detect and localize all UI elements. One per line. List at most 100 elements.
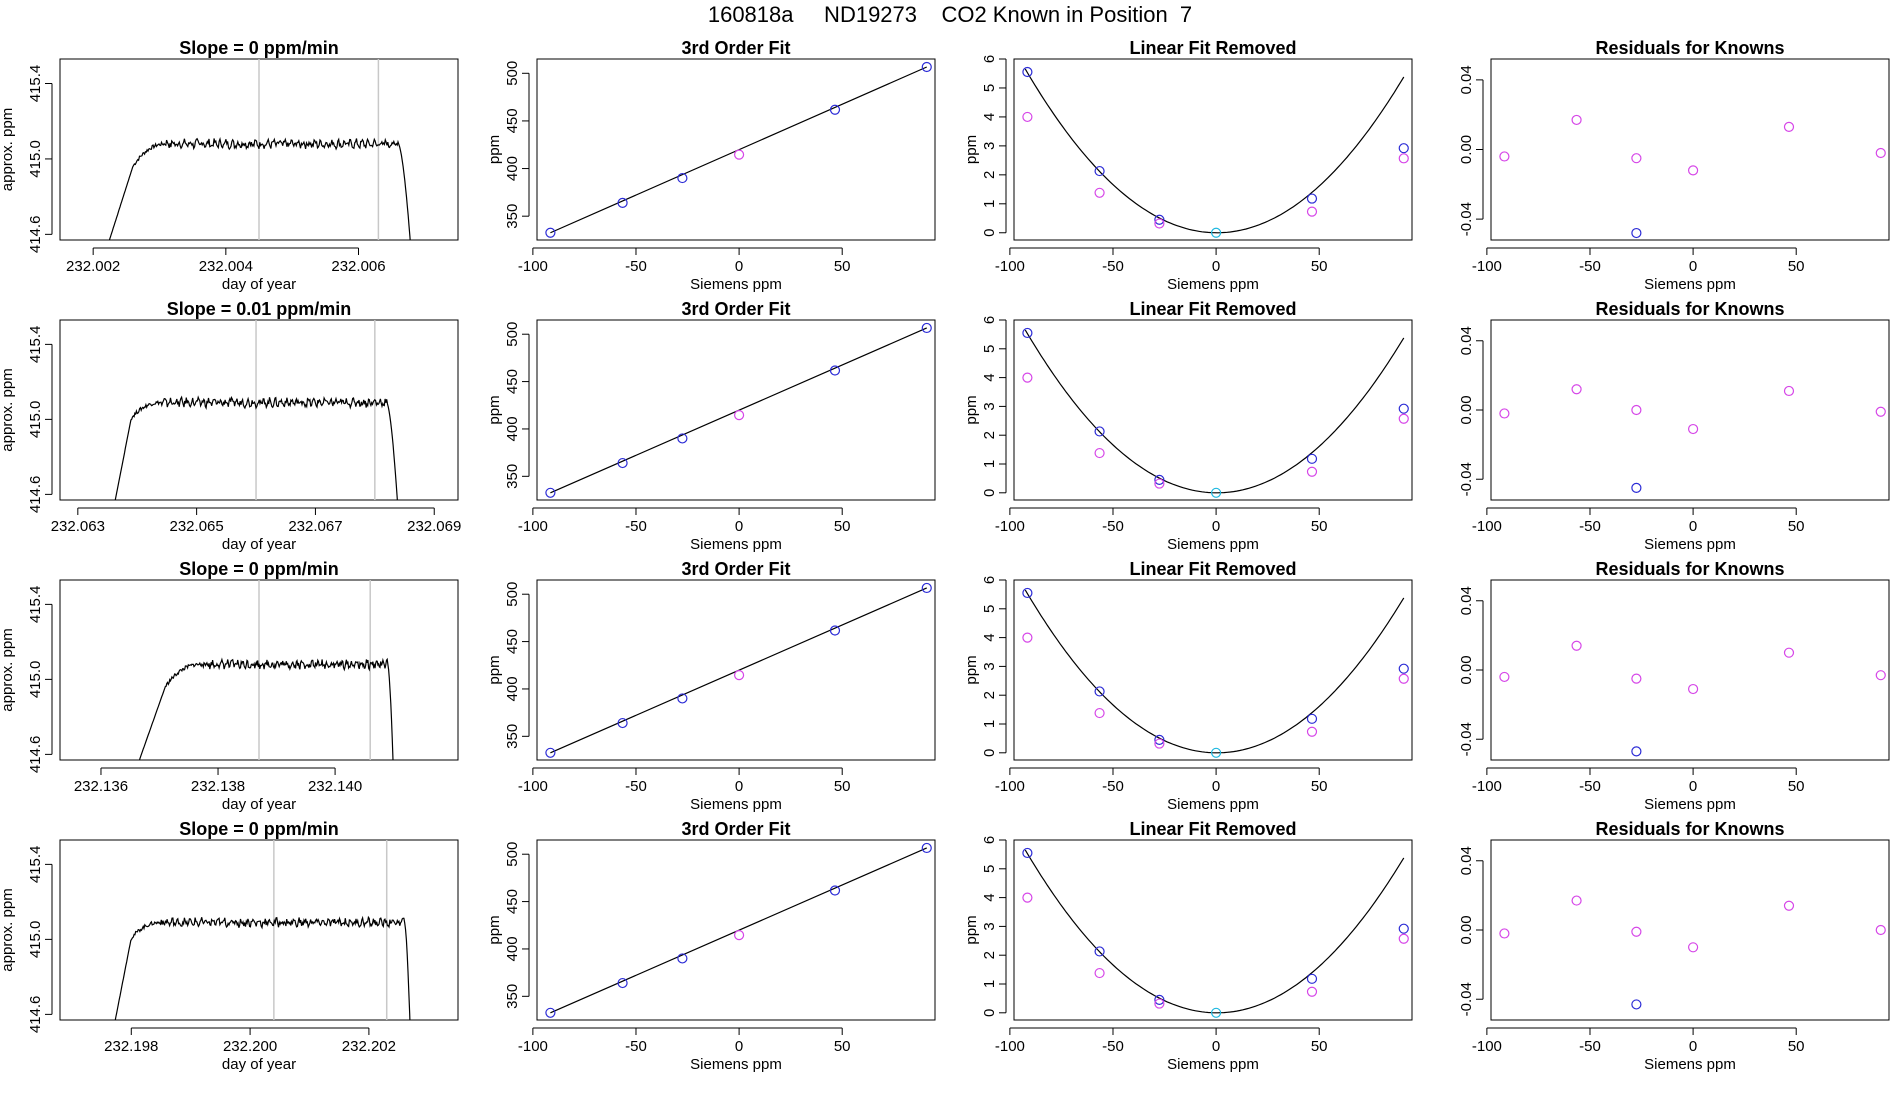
y-tick-label: 400 [504, 156, 521, 181]
data-point [677, 433, 688, 444]
panel-title: Linear Fit Removed [1129, 559, 1296, 579]
plot-frame [1490, 319, 1890, 501]
x-tick-label: 0 [1212, 1038, 1220, 1055]
data-point [1687, 165, 1699, 176]
fit-curve [1024, 849, 1405, 1014]
y-tick-label: 415.4 [27, 846, 44, 884]
panel-7: 3rd Order Fit -100 -50 0 50 Siemens ppm 350 400… [486, 819, 936, 1073]
y-tick-label: 2 [981, 951, 998, 959]
panel-title: Slope = 0.01 ppm/min [167, 299, 352, 319]
data-point [1210, 747, 1222, 758]
x-axis-label: Siemens ppm [1644, 276, 1736, 293]
data-trace [138, 657, 394, 760]
x-tick-label: -50 [1102, 778, 1124, 795]
y-tick-label: 4 [981, 633, 998, 641]
data-point [1398, 663, 1409, 674]
y-tick-label: 2 [981, 691, 998, 699]
y-tick-label: 415.4 [27, 586, 44, 624]
y-tick-label: 415.4 [27, 65, 44, 103]
x-tick-label: 0 [1689, 518, 1697, 535]
y-tick-label: 4 [981, 373, 998, 381]
data-point [921, 842, 932, 854]
data-point [1631, 404, 1642, 416]
x-axis-label: Siemens ppm [690, 796, 782, 813]
y-tick-label: 414.6 [27, 476, 44, 514]
plot-frame [536, 579, 936, 761]
panel-13: Residuals for Knowns -100 -50 0 50 Siemens pp… [1458, 299, 1890, 553]
x-tick-label: 0 [1212, 518, 1220, 535]
x-tick-label: -50 [625, 258, 647, 275]
data-point [1022, 587, 1033, 599]
fit-curve [1024, 589, 1405, 754]
x-tick-label: -50 [1102, 1038, 1124, 1055]
data-point [1875, 670, 1886, 681]
plot-frame [1490, 839, 1890, 1021]
x-tick-label: 50 [1788, 258, 1805, 275]
x-axis-label: Siemens ppm [690, 276, 782, 293]
y-tick-label: 350 [504, 984, 521, 1009]
y-axis-label: approx. ppm [0, 628, 16, 711]
data-trace [114, 395, 398, 500]
x-tick-label: -50 [1579, 518, 1601, 535]
data-point [1022, 327, 1033, 339]
plot-frame [1013, 839, 1413, 1021]
x-tick-label: -100 [518, 258, 548, 275]
data-point [1094, 946, 1105, 957]
x-tick-label: 0 [1689, 258, 1697, 275]
x-tick-label: -100 [995, 258, 1025, 275]
x-tick-label: 232.202 [342, 1038, 396, 1055]
x-tick-label: 0 [1212, 258, 1220, 275]
y-axis-label: approx. ppm [0, 888, 16, 971]
panel-title: 3rd Order Fit [681, 38, 790, 58]
data-point [1306, 466, 1318, 477]
data-point [1154, 734, 1165, 745]
y-axis-label: ppm [486, 395, 503, 424]
data-point [1154, 478, 1165, 489]
y-axis-label: ppm [486, 655, 503, 684]
plot-frame [536, 839, 936, 1021]
data-point [1875, 924, 1886, 936]
panel-title: Residuals for Knowns [1595, 559, 1784, 579]
y-tick-label: 4 [981, 113, 998, 121]
data-point [1154, 218, 1165, 229]
data-point [1094, 187, 1105, 198]
panel-12: Residuals for Knowns -100 -50 0 50 Siemens pp… [1458, 38, 1890, 293]
data-point [545, 487, 556, 498]
y-tick-label: 415.0 [27, 140, 44, 178]
plot-area [1499, 640, 1886, 757]
data-trace [108, 136, 411, 240]
panel-title: Linear Fit Removed [1129, 38, 1296, 58]
data-point [921, 582, 932, 594]
data-point [1499, 408, 1510, 419]
y-tick-label: 415.4 [27, 326, 44, 364]
y-tick-label: 0.00 [1458, 135, 1475, 164]
data-point [1022, 66, 1033, 78]
data-point [1631, 999, 1642, 1010]
x-axis-label: Siemens ppm [1167, 796, 1259, 813]
plot-frame [1490, 58, 1890, 241]
plot-area [1022, 66, 1409, 238]
plot-frame [59, 319, 459, 501]
y-tick-label: 6 [981, 316, 998, 324]
data-point [1094, 426, 1105, 437]
y-tick-label: 0.04 [1458, 586, 1475, 615]
x-axis-label: day of year [222, 276, 296, 293]
data-point [1783, 900, 1795, 911]
y-tick-label: 0 [981, 749, 998, 757]
x-tick-label: 50 [834, 258, 851, 275]
x-tick-label: 50 [834, 518, 851, 535]
x-tick-label: 50 [1311, 518, 1328, 535]
y-tick-label: 500 [504, 61, 521, 86]
x-tick-label: -100 [518, 1038, 548, 1055]
data-point [1306, 193, 1318, 204]
y-tick-label: 1 [981, 200, 998, 208]
data-point [545, 227, 556, 238]
x-tick-label: 232.069 [407, 518, 461, 535]
x-tick-label: 232.002 [66, 258, 120, 275]
y-tick-label: 0.04 [1458, 326, 1475, 355]
y-tick-label: 0.00 [1458, 655, 1475, 684]
y-axis-label: approx. ppm [0, 108, 16, 191]
